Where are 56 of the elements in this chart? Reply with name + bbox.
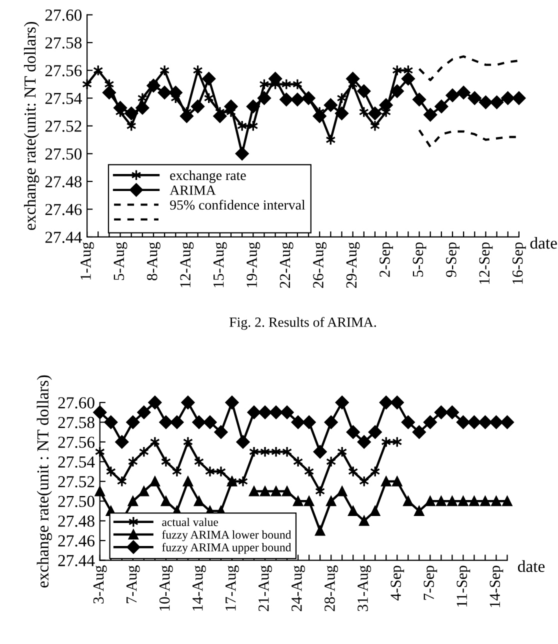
x-tick-label: 11-Sep bbox=[456, 566, 470, 607]
legend-label: fuzzy ARIMA lower bound bbox=[162, 530, 292, 542]
x-tick-label: 5-Aug bbox=[114, 242, 128, 280]
x-tick-label: 7-Sep bbox=[424, 566, 438, 600]
y-tick-label: 27.50 bbox=[58, 496, 94, 508]
y-tick-label: 27.48 bbox=[45, 176, 82, 188]
x-tick-label: 14-Sep bbox=[490, 566, 504, 608]
y-tick-label: 27.56 bbox=[58, 436, 95, 448]
x-tick-label: 24-Aug bbox=[292, 565, 305, 612]
y-tick-label: 27.46 bbox=[58, 535, 95, 547]
y-tick-label: 27.54 bbox=[58, 456, 95, 468]
x-tick-label: 2-Sep bbox=[380, 242, 393, 277]
y-tick-label: 27.60 bbox=[58, 397, 94, 409]
x-tick-label: 15-Aug bbox=[213, 242, 227, 288]
x-tick-label: 4-Sep bbox=[390, 566, 404, 600]
x-tick-label: 12-Sep bbox=[479, 242, 493, 284]
y-tick-label: 27.44 bbox=[58, 555, 95, 566]
legend-label: actual value bbox=[162, 518, 218, 526]
legend-label: exchange rate bbox=[170, 170, 246, 183]
x-axis-title: date bbox=[518, 560, 545, 572]
caption: Fig. 2. Results of ARIMA. bbox=[230, 316, 376, 330]
y-tick-label: 27.60 bbox=[45, 10, 82, 21]
y-tick-label: 27.54 bbox=[45, 92, 82, 104]
x-tick-label: 22-Aug bbox=[280, 242, 294, 288]
y-tick-label: 27.56 bbox=[45, 65, 82, 76]
x-tick-label: 31-Aug bbox=[358, 565, 372, 612]
x-tick-label: 1-Aug bbox=[80, 242, 94, 280]
legend-label: 95% confidence interval bbox=[170, 200, 306, 210]
x-tick-label: 28-Aug bbox=[324, 565, 338, 612]
y-tick-label: 27.50 bbox=[45, 148, 82, 160]
x-tick-label: 26-Aug bbox=[313, 242, 327, 288]
y-axis-title: exchange rate(unit : NT dollars) bbox=[36, 375, 52, 588]
x-tick-label: 14-Aug bbox=[192, 565, 206, 610]
y-tick-label: 27.58 bbox=[45, 37, 82, 49]
legend-label: fuzzy ARIMA upper bound bbox=[162, 542, 292, 554]
x-tick-label: 29-Aug bbox=[346, 242, 360, 288]
legend-label: ARIMA bbox=[170, 186, 216, 195]
x-tick-label: 9-Sep bbox=[446, 242, 460, 278]
x-tick-label: 21-Aug bbox=[258, 565, 272, 612]
y-tick-label: 27.46 bbox=[45, 204, 82, 216]
y-tick-label: 27.58 bbox=[58, 416, 94, 428]
x-tick-label: 7-Aug bbox=[126, 565, 140, 604]
y-tick-label: 27.52 bbox=[58, 476, 94, 488]
y-tick-label: 27.44 bbox=[45, 232, 82, 244]
x-tick-label: 10-Aug bbox=[159, 565, 173, 610]
x-tick-label: 3-Aug bbox=[93, 565, 107, 604]
x-axis-title: date bbox=[530, 236, 557, 249]
x-tick-label: 17-Aug bbox=[226, 565, 239, 610]
x-tick-label: 16-Sep bbox=[512, 242, 526, 284]
y-tick-label: 27.48 bbox=[58, 516, 94, 527]
y-axis-title: exchange rate(unit: NT dollars) bbox=[24, 22, 40, 230]
y-tick-label: 27.52 bbox=[45, 120, 82, 132]
x-tick-label: 8-Aug bbox=[146, 242, 160, 280]
x-tick-label: 12-Aug bbox=[180, 242, 194, 288]
x-tick-label: 19-Aug bbox=[246, 242, 260, 288]
x-tick-label: 5-Sep bbox=[412, 242, 426, 277]
